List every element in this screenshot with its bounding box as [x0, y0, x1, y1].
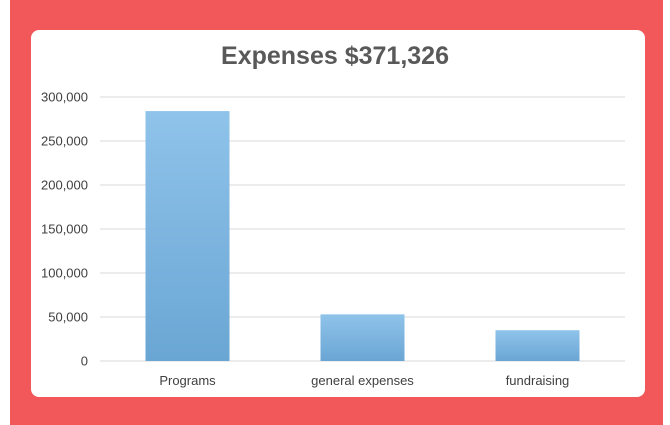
- y-tick-label: 300,000: [41, 90, 88, 105]
- chart-title: Expenses $371,326: [221, 42, 449, 70]
- bars: [145, 111, 580, 361]
- y-tick-label: 150,000: [41, 222, 88, 237]
- x-category-label: fundraising: [506, 373, 570, 388]
- y-tick-label: 250,000: [41, 134, 88, 149]
- y-tick-label: 50,000: [48, 310, 88, 325]
- x-category-label: Programs: [159, 373, 216, 388]
- y-tick-label: 100,000: [41, 266, 88, 281]
- y-axis-ticks: 0 50,000 100,000 150,000 200,000 250,000 300,0…: [41, 90, 88, 369]
- x-axis-categories: Programs general expenses fundraising: [159, 373, 569, 388]
- y-tick-label: 200,000: [41, 178, 88, 193]
- x-category-label: general expenses: [311, 373, 414, 388]
- y-tick-label: 0: [81, 354, 88, 369]
- bar-programs: [145, 111, 230, 361]
- bar-fundraising: [495, 330, 580, 361]
- bar-general-expenses: [320, 314, 405, 361]
